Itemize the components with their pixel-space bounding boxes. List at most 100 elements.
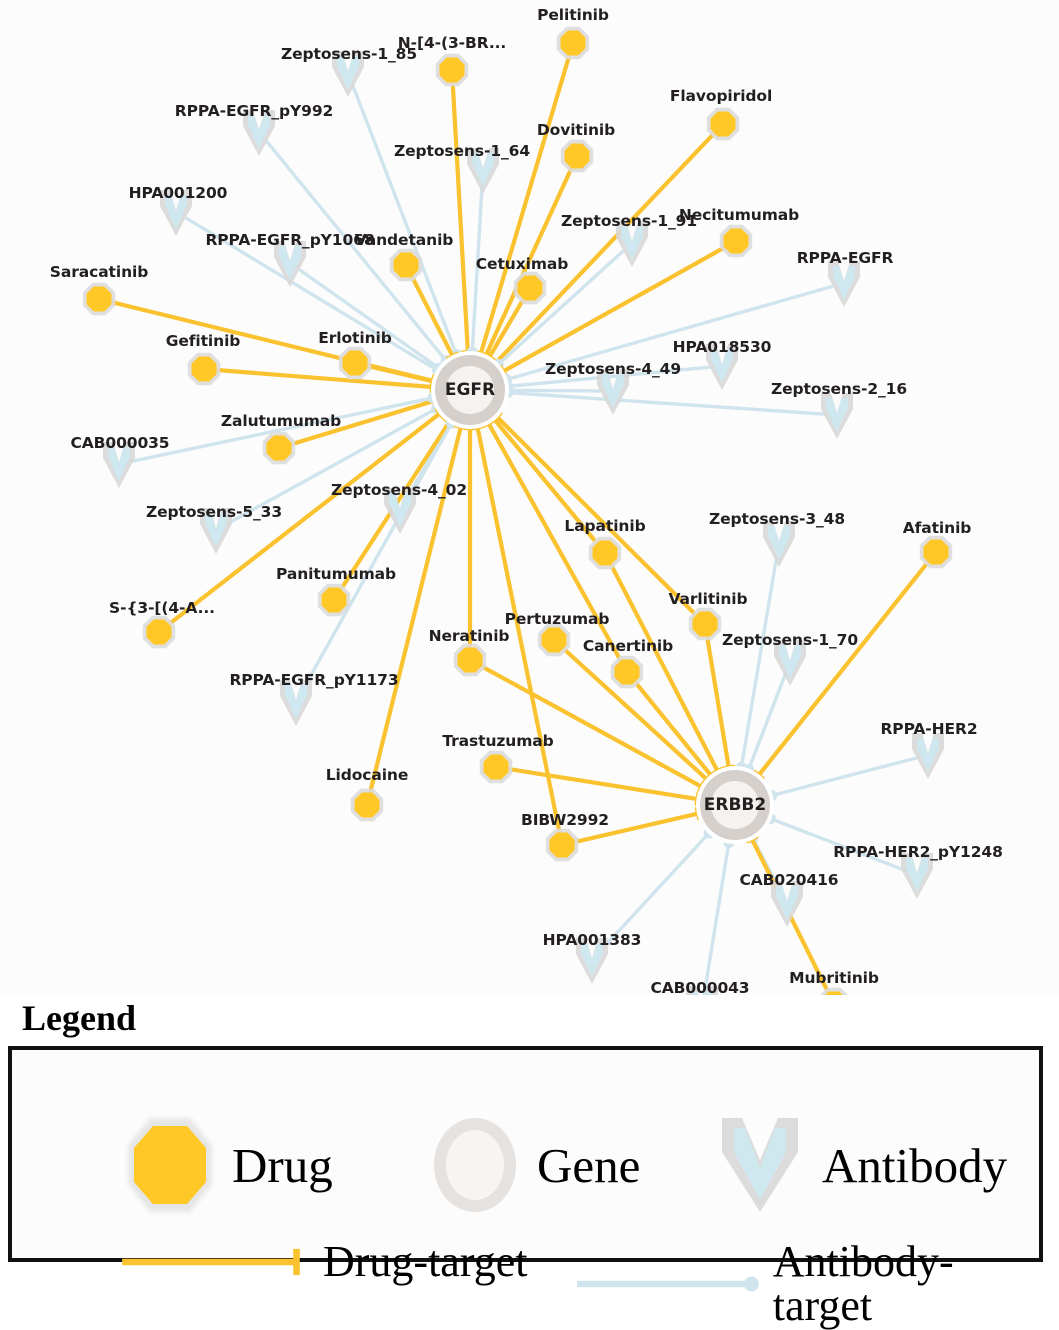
node-zeptosens-2_16[interactable] <box>821 393 853 439</box>
node-zeptosens-1_70[interactable] <box>774 640 806 686</box>
edge-line <box>496 250 625 367</box>
legend-label-gene: Gene <box>537 1137 641 1193</box>
edge-rppa-her2-ERBB2 <box>766 756 918 801</box>
antibody-node-shape <box>205 513 227 547</box>
edge-line <box>739 554 779 770</box>
node-vandetanib[interactable] <box>389 248 423 282</box>
node-erlotinib[interactable] <box>338 346 372 380</box>
node-varlitinib[interactable] <box>688 607 722 641</box>
node-trastuzumab[interactable] <box>479 750 513 784</box>
node-zalutumumab[interactable] <box>262 431 296 465</box>
node-necitumumab[interactable] <box>719 224 753 258</box>
node-rppa-her2-py1248[interactable] <box>901 853 933 899</box>
node-zeptosens-1_85[interactable] <box>332 51 364 97</box>
node-cab000043[interactable] <box>686 986 718 995</box>
node-lapatinib[interactable] <box>588 536 622 570</box>
antibody-node-shape <box>917 738 939 772</box>
antibody-node-shape <box>826 398 848 432</box>
hub-ERBB2[interactable] <box>696 766 774 844</box>
node-hpa001200[interactable] <box>160 190 192 236</box>
node-afatinib[interactable] <box>919 535 953 569</box>
edge-line <box>214 367 435 390</box>
network-graph-canvas: EGFR ERBB2 Pelitinib N-[4-(3-BR... Zeptosens… <box>49 6 1003 997</box>
legend-item-gene: Gene <box>427 1112 640 1218</box>
node-hpa001383[interactable] <box>576 938 608 984</box>
antibody-node-shape <box>472 153 494 187</box>
node-canertinib[interactable] <box>610 655 644 689</box>
edge-line <box>479 664 704 789</box>
node-neratinib[interactable] <box>453 643 487 677</box>
node-n4-3-br[interactable] <box>435 53 469 87</box>
legend-item-drug: Drug <box>122 1112 333 1218</box>
node-cab000035[interactable] <box>103 442 135 488</box>
edge-line <box>450 80 470 355</box>
legend-label-drug-target: Drug-target <box>323 1237 528 1286</box>
node-zeptosens-3_48[interactable] <box>763 521 795 567</box>
drug-node-shape <box>517 275 543 301</box>
node-cetuximab[interactable] <box>513 271 547 305</box>
node-pertuzumab[interactable] <box>537 623 571 657</box>
hub-EGFR[interactable] <box>431 351 509 429</box>
antibody-node-shape <box>711 349 733 383</box>
node-rppa-egfr-py1173[interactable] <box>280 680 312 726</box>
edge-line <box>506 390 826 416</box>
edge-line <box>289 398 436 447</box>
drug-node-shape <box>541 627 567 653</box>
node-s-3-4-a[interactable] <box>142 615 176 649</box>
edge-line <box>492 417 599 546</box>
antibody-node-shape <box>337 56 359 90</box>
node-zeptosens-1_91[interactable] <box>616 221 648 267</box>
edge-line <box>705 634 731 770</box>
edge-line <box>487 297 526 360</box>
node-mubritinib[interactable] <box>818 987 850 995</box>
node-hpa018530[interactable] <box>706 344 738 390</box>
node-pelitinib[interactable] <box>556 26 590 60</box>
node-rppa-her2[interactable] <box>912 733 944 779</box>
antibody-node-shape <box>621 226 643 260</box>
edge-line <box>501 245 727 374</box>
node-panitumumab[interactable] <box>317 583 351 617</box>
edge-line <box>494 131 717 365</box>
node-rppa-egfr[interactable] <box>828 261 860 307</box>
node-zeptosens-5_33[interactable] <box>200 508 232 554</box>
antibody-node-shape <box>279 246 301 280</box>
antibody-node-shape <box>285 685 307 719</box>
drug-node-shape <box>923 539 949 565</box>
node-lidocaine[interactable] <box>350 788 384 822</box>
nodes-layer <box>82 26 953 995</box>
edge-line <box>608 562 720 774</box>
antibody-node-shape <box>776 886 798 920</box>
drug-node-shape <box>439 57 465 83</box>
edge-line <box>572 811 701 845</box>
antibody-edge-icon <box>577 1276 759 1292</box>
legend-box: Drug Gene Antibody <box>8 1046 1043 1328</box>
edge-varlitinib-ERBB2 <box>705 634 736 771</box>
legend-label-antibody: Antibody <box>822 1137 1008 1193</box>
edge-line <box>365 363 436 384</box>
node-zeptosens-4_49[interactable] <box>597 369 629 415</box>
node-zeptosens-4_02[interactable] <box>384 488 416 534</box>
legend-shapes-row: Drug Gene Antibody <box>12 1112 1039 1222</box>
hub-label-ERBB2: ERBB2 <box>703 795 767 815</box>
antibody-node-shape <box>108 447 130 481</box>
node-zeptosens-1_64[interactable] <box>467 148 499 194</box>
antibody-node-shape <box>389 493 411 527</box>
antibody-node-shape <box>691 991 713 995</box>
drug-node-shape <box>266 435 292 461</box>
antibody-node-shape <box>165 195 187 229</box>
node-dovitinib[interactable] <box>560 139 594 173</box>
node-saracatinib[interactable] <box>82 282 116 316</box>
legend-title: Legend <box>22 998 137 1038</box>
node-gefitinib[interactable] <box>187 352 221 386</box>
antibody-node-shape <box>906 858 928 892</box>
edge-line <box>225 406 439 526</box>
node-flavopiridol[interactable] <box>706 107 740 141</box>
edge-line <box>483 165 574 358</box>
edge-line <box>486 421 623 663</box>
node-bibw2992[interactable] <box>545 828 579 862</box>
node-rppa-egfr-py1068[interactable] <box>274 241 306 287</box>
drug-node-shape <box>483 754 509 780</box>
legend-item-drug-target: Drug-target <box>112 1240 527 1284</box>
node-rppa-egfr-py992[interactable] <box>243 110 275 156</box>
node-cab020416[interactable] <box>771 881 803 927</box>
